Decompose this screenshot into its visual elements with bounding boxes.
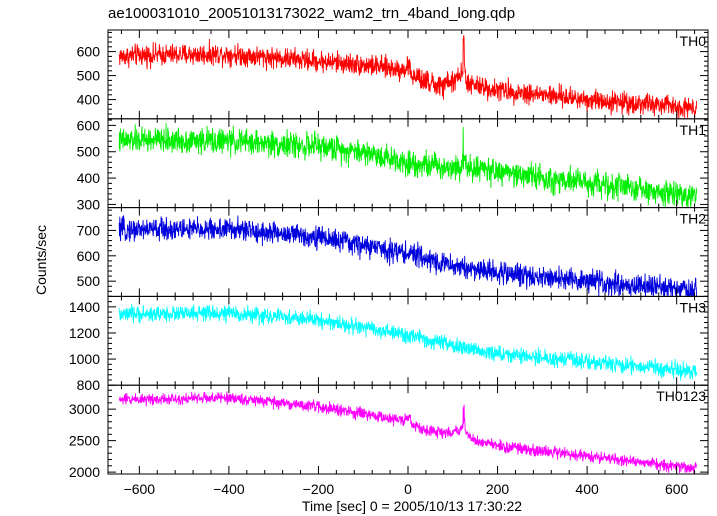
y-tick-label: 600 (77, 117, 101, 133)
y-tick-label: 400 (77, 170, 101, 186)
y-tick-label: 2500 (69, 433, 100, 449)
panel-label: TH3 (680, 299, 707, 315)
x-tick-label: 200 (486, 481, 510, 497)
y-tick-label: 1200 (69, 325, 100, 341)
y-tick-label: 3000 (69, 401, 100, 417)
panel-th2: 500 600 700 TH2 (77, 207, 709, 297)
x-tick-label: 600 (665, 481, 689, 497)
y-tick-label: 400 (77, 92, 101, 108)
series-th0 (118, 35, 698, 119)
series-th3 (118, 303, 698, 381)
series-th0123 (118, 391, 698, 474)
panel-th0123: 2000 2500 3000 TH0123 (69, 384, 709, 480)
x-tick-label: −400 (213, 481, 245, 497)
x-tick-label: 0 (404, 481, 412, 497)
series-th2 (118, 215, 698, 297)
y-tick-label: 1400 (69, 299, 100, 315)
chart-title: ae100031010_20051013173022_wam2_trn_4ban… (108, 5, 515, 22)
x-tick-label: 400 (575, 481, 599, 497)
y-tick-label: 600 (77, 44, 101, 60)
x-axis: −600 −400 −200 0 200 400 600 (124, 481, 689, 497)
x-tick-label: −200 (303, 481, 335, 497)
panel-label: TH2 (680, 211, 707, 227)
y-tick-label: 500 (77, 68, 101, 84)
panel-th1: 300 400 500 600 TH1 (77, 117, 709, 212)
y-tick-label: 700 (77, 222, 101, 238)
y-tick-label: 500 (77, 144, 101, 160)
panel-label: TH1 (680, 122, 707, 138)
y-tick-label: 500 (77, 273, 101, 289)
y-tick-label: 300 (77, 196, 101, 212)
y-tick-label: 2000 (69, 464, 100, 480)
y-tick-label: 1000 (69, 351, 100, 367)
x-axis-label: Time [sec] 0 = 2005/10/13 17:30:22 (302, 498, 522, 514)
x-tick-label: −600 (124, 481, 156, 497)
series-th1 (118, 122, 698, 208)
panel-label: TH0 (680, 33, 707, 49)
panel-th0: 400 500 600 TH0 (77, 29, 709, 120)
panels: 400 500 600 TH0 300 400 500 600 TH1 500 600 700 TH2 8… (69, 29, 709, 480)
y-tick-label: 800 (77, 377, 101, 393)
panel-label: TH0123 (656, 388, 706, 404)
panel-th3: 800 1000 1200 1400 TH3 (69, 295, 709, 393)
y-tick-label: 600 (77, 248, 101, 264)
y-axis-label: Counts/sec (33, 225, 49, 295)
